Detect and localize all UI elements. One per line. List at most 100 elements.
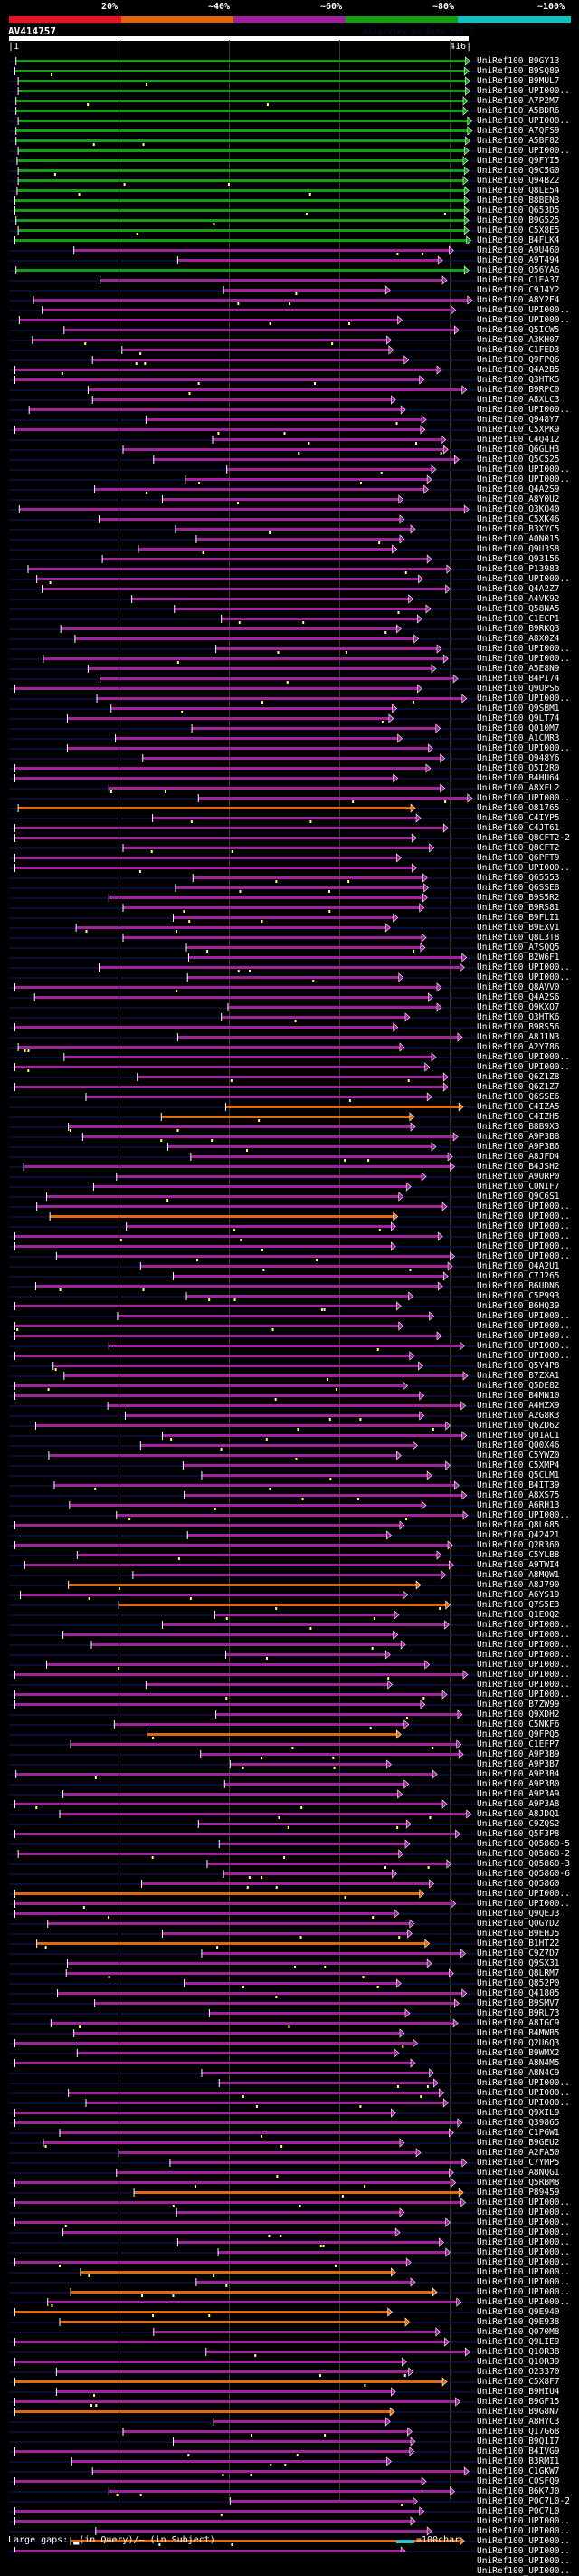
hit-label[interactable]: UniRef100_Q1EOQ2: [477, 1610, 560, 1620]
hit-track[interactable]: [9, 196, 476, 206]
hit-label[interactable]: UniRef100_A9P3B4: [477, 1769, 560, 1779]
hit-label[interactable]: UniRef100_A0N015: [477, 534, 560, 544]
hit-track[interactable]: [9, 564, 476, 574]
hit-label[interactable]: UniRef100_Q4A2S9: [477, 484, 560, 494]
hit-label[interactable]: UniRef100_A2Y786: [477, 1042, 560, 1052]
hit-label[interactable]: UniRef100_UPI000..: [477, 2227, 570, 2237]
hit-track[interactable]: [9, 1102, 476, 1112]
hit-track[interactable]: [9, 2237, 476, 2247]
hit-label[interactable]: UniRef100_C1EFP7: [477, 1739, 560, 1749]
hit-label[interactable]: UniRef100_B9Q1I7: [477, 2437, 560, 2447]
hit-track[interactable]: [9, 265, 476, 275]
hit-track[interactable]: [9, 1162, 476, 1172]
hit-label[interactable]: UniRef100_UPI000..: [477, 2297, 570, 2307]
hit-label[interactable]: UniRef100_UPI000..: [477, 2217, 570, 2227]
hit-track[interactable]: [9, 2227, 476, 2237]
hit-label[interactable]: UniRef100_Q9SBM1: [477, 704, 560, 713]
hit-track[interactable]: [9, 255, 476, 265]
hit-label[interactable]: UniRef100_UPI000..: [477, 2546, 570, 2556]
hit-track[interactable]: [9, 664, 476, 674]
hit-track[interactable]: [9, 1919, 476, 1929]
hit-label[interactable]: UniRef100_A5BDR6: [477, 106, 560, 116]
hit-label[interactable]: UniRef100_Q42421: [477, 1530, 560, 1540]
hit-label[interactable]: UniRef100_A9U460: [477, 245, 560, 255]
hit-label[interactable]: UniRef100_A9P3B9: [477, 1749, 560, 1759]
hit-label[interactable]: UniRef100_B8BEN3: [477, 196, 560, 206]
hit-label[interactable]: UniRef100_Q8LRM7: [477, 1968, 560, 1978]
hit-track[interactable]: [9, 2317, 476, 2327]
hit-track[interactable]: [9, 1968, 476, 1978]
hit-track[interactable]: [9, 1291, 476, 1301]
hit-label[interactable]: UniRef100_Q5ICW5: [477, 325, 560, 335]
hit-label[interactable]: UniRef100_Q93156: [477, 554, 560, 564]
hit-label[interactable]: UniRef100_UPI000..: [477, 1331, 570, 1341]
hit-track[interactable]: [9, 982, 476, 992]
hit-label[interactable]: UniRef100_A9P3B8: [477, 1132, 560, 1142]
hit-track[interactable]: [9, 225, 476, 235]
hit-track[interactable]: [9, 1022, 476, 1032]
hit-track[interactable]: [9, 106, 476, 116]
hit-label[interactable]: UniRef100_B6K7J0: [477, 2486, 560, 2496]
hit-label[interactable]: UniRef100_A3KH07: [477, 335, 560, 345]
hit-label[interactable]: UniRef100_UPI000..: [477, 2536, 570, 2546]
hit-label[interactable]: UniRef100_UPI000..: [477, 1889, 570, 1899]
hit-track[interactable]: [9, 2456, 476, 2466]
hit-label[interactable]: UniRef100_A8J790: [477, 1580, 560, 1590]
hit-track[interactable]: [9, 783, 476, 793]
hit-label[interactable]: UniRef100_Q6Z1Z7: [477, 1082, 560, 1092]
hit-label[interactable]: UniRef100_UPI000..: [477, 1670, 570, 1680]
hit-track[interactable]: [9, 66, 476, 76]
hit-track[interactable]: [9, 933, 476, 943]
hit-label[interactable]: UniRef100_C1PGW1: [477, 2128, 560, 2138]
hit-label[interactable]: UniRef100_C1GKW7: [477, 2466, 560, 2476]
hit-label[interactable]: UniRef100_UPI000..: [477, 2237, 570, 2247]
hit-track[interactable]: [9, 883, 476, 893]
hit-label[interactable]: UniRef100_A8Y2E4: [477, 295, 560, 305]
hit-track[interactable]: [9, 1431, 476, 1441]
hit-track[interactable]: [9, 96, 476, 106]
hit-track[interactable]: [9, 2357, 476, 2367]
hit-track[interactable]: [9, 1012, 476, 1022]
hit-track[interactable]: [9, 464, 476, 474]
hit-label[interactable]: UniRef100_B7ZW99: [477, 1700, 560, 1709]
hit-label[interactable]: UniRef100_Q6SSE6: [477, 1092, 560, 1102]
hit-track[interactable]: [9, 215, 476, 225]
hit-track[interactable]: [9, 2188, 476, 2198]
hit-label[interactable]: UniRef100_B9G525: [477, 215, 560, 225]
hit-track[interactable]: [9, 1729, 476, 1739]
hit-label[interactable]: UniRef100_A7SQQ5: [477, 943, 560, 953]
hit-label[interactable]: UniRef100_Q9SX31: [477, 1958, 560, 1968]
hit-label[interactable]: UniRef100_UPI000..: [477, 1351, 570, 1361]
hit-track[interactable]: [9, 803, 476, 813]
hit-track[interactable]: [9, 1451, 476, 1460]
hit-track[interactable]: [9, 614, 476, 624]
hit-track[interactable]: [9, 2247, 476, 2257]
hit-track[interactable]: [9, 1839, 476, 1849]
hit-label[interactable]: UniRef100_A9P3B0: [477, 1779, 560, 1789]
hit-track[interactable]: [9, 1869, 476, 1879]
hit-label[interactable]: UniRef100_Q9FYI5: [477, 156, 560, 166]
hit-track[interactable]: [9, 2536, 476, 2546]
hit-label[interactable]: UniRef100_UPI000..: [477, 863, 570, 873]
hit-track[interactable]: [9, 1889, 476, 1899]
hit-track[interactable]: [9, 1241, 476, 1251]
hit-track[interactable]: [9, 1391, 476, 1401]
hit-label[interactable]: UniRef100_Q05860-5: [477, 1839, 570, 1849]
hit-label[interactable]: UniRef100_Q6GLH3: [477, 445, 560, 455]
hit-track[interactable]: [9, 484, 476, 494]
hit-track[interactable]: [9, 1261, 476, 1271]
hit-label[interactable]: UniRef100_UPI000..: [477, 962, 570, 972]
hit-label[interactable]: UniRef100_UPI000..: [477, 2198, 570, 2207]
hit-track[interactable]: [9, 1032, 476, 1042]
hit-label[interactable]: UniRef100_A1CMR3: [477, 733, 560, 743]
hit-label[interactable]: UniRef100_A8XS75: [477, 1490, 560, 1500]
hit-label[interactable]: UniRef100_B9GF15: [477, 2397, 560, 2407]
hit-track[interactable]: [9, 634, 476, 644]
hit-label[interactable]: UniRef100_Q5Y4P8: [477, 1361, 560, 1371]
hit-label[interactable]: UniRef100_UPI000..: [477, 2098, 570, 2108]
hit-track[interactable]: [9, 534, 476, 544]
hit-track[interactable]: [9, 1859, 476, 1869]
hit-track[interactable]: [9, 992, 476, 1002]
hit-label[interactable]: UniRef100_A9P3B7: [477, 1759, 560, 1769]
hit-track[interactable]: [9, 793, 476, 803]
